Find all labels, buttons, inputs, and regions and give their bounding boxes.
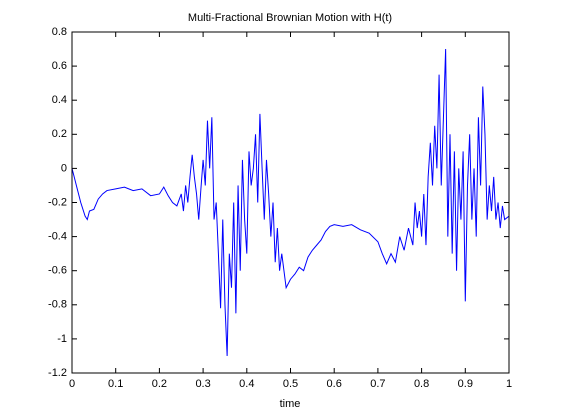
x-tick-label: 0.4 xyxy=(239,378,254,390)
y-tick-label: -0.6 xyxy=(48,265,67,277)
x-tick-label: 0.2 xyxy=(152,378,167,390)
x-tick-label: 0.5 xyxy=(283,378,298,390)
y-tick-label: 0.6 xyxy=(52,60,67,72)
x-tick-label: 0.8 xyxy=(414,378,429,390)
y-tick-label: 0 xyxy=(61,162,67,174)
y-tick-label: -0.4 xyxy=(48,231,67,243)
y-tick-label: -1.2 xyxy=(48,367,67,379)
y-tick-label: -0.2 xyxy=(48,196,67,208)
x-tick-label: 0.7 xyxy=(370,378,385,390)
x-tick-label: 0 xyxy=(69,378,75,390)
x-tick-label: 0.9 xyxy=(458,378,473,390)
x-tick-label: 0.6 xyxy=(327,378,342,390)
y-tick-label: -0.8 xyxy=(48,299,67,311)
x-tick-label: 0.1 xyxy=(108,378,123,390)
x-tick-label: 0.3 xyxy=(195,378,210,390)
chart-title: Multi-Fractional Brownian Motion with H(… xyxy=(188,12,392,24)
y-tick-label: 0.4 xyxy=(52,94,67,106)
plot-frame xyxy=(71,31,510,374)
y-tick-label: 0.8 xyxy=(52,26,67,38)
line xyxy=(71,49,510,356)
x-axis-label: time xyxy=(280,398,301,410)
x-tick-label: 1 xyxy=(506,378,512,390)
y-tick-label: -1 xyxy=(57,333,67,345)
y-tick-label: 0.2 xyxy=(52,128,67,140)
